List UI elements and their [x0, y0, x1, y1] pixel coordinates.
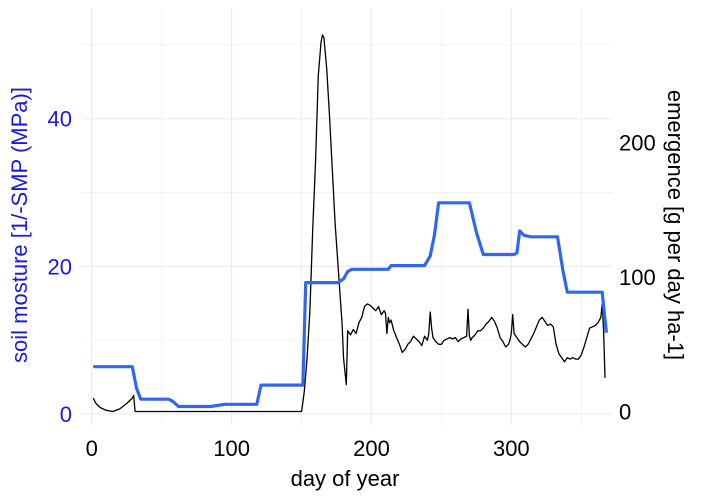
y-axis-title-left: soil mosture [1/-SMP (MPa)] [7, 87, 32, 363]
y-right-tick-label: 200 [619, 131, 656, 156]
y-right-tick-label: 100 [619, 265, 656, 290]
series-layer [92, 34, 608, 413]
x-tick-label: 300 [493, 436, 530, 461]
x-axis-title: day of year [291, 466, 400, 491]
tick-labels: 0 100 200 300 0 20 40 0 100 200 [48, 107, 656, 461]
x-tick-label: 200 [353, 436, 390, 461]
emergence-line [92, 34, 606, 413]
y-left-tick-label: 20 [48, 254, 72, 279]
y-right-tick-label: 0 [619, 400, 631, 425]
soil-moisture-line [93, 201, 608, 409]
y-left-tick-label: 40 [48, 107, 72, 132]
x-tick-label: 0 [86, 436, 98, 461]
y-axis-title-right: emergence [g per day ha-1] [663, 90, 688, 360]
grid [82, 8, 612, 425]
y-left-tick-label: 0 [60, 402, 72, 427]
x-tick-label: 100 [213, 436, 250, 461]
